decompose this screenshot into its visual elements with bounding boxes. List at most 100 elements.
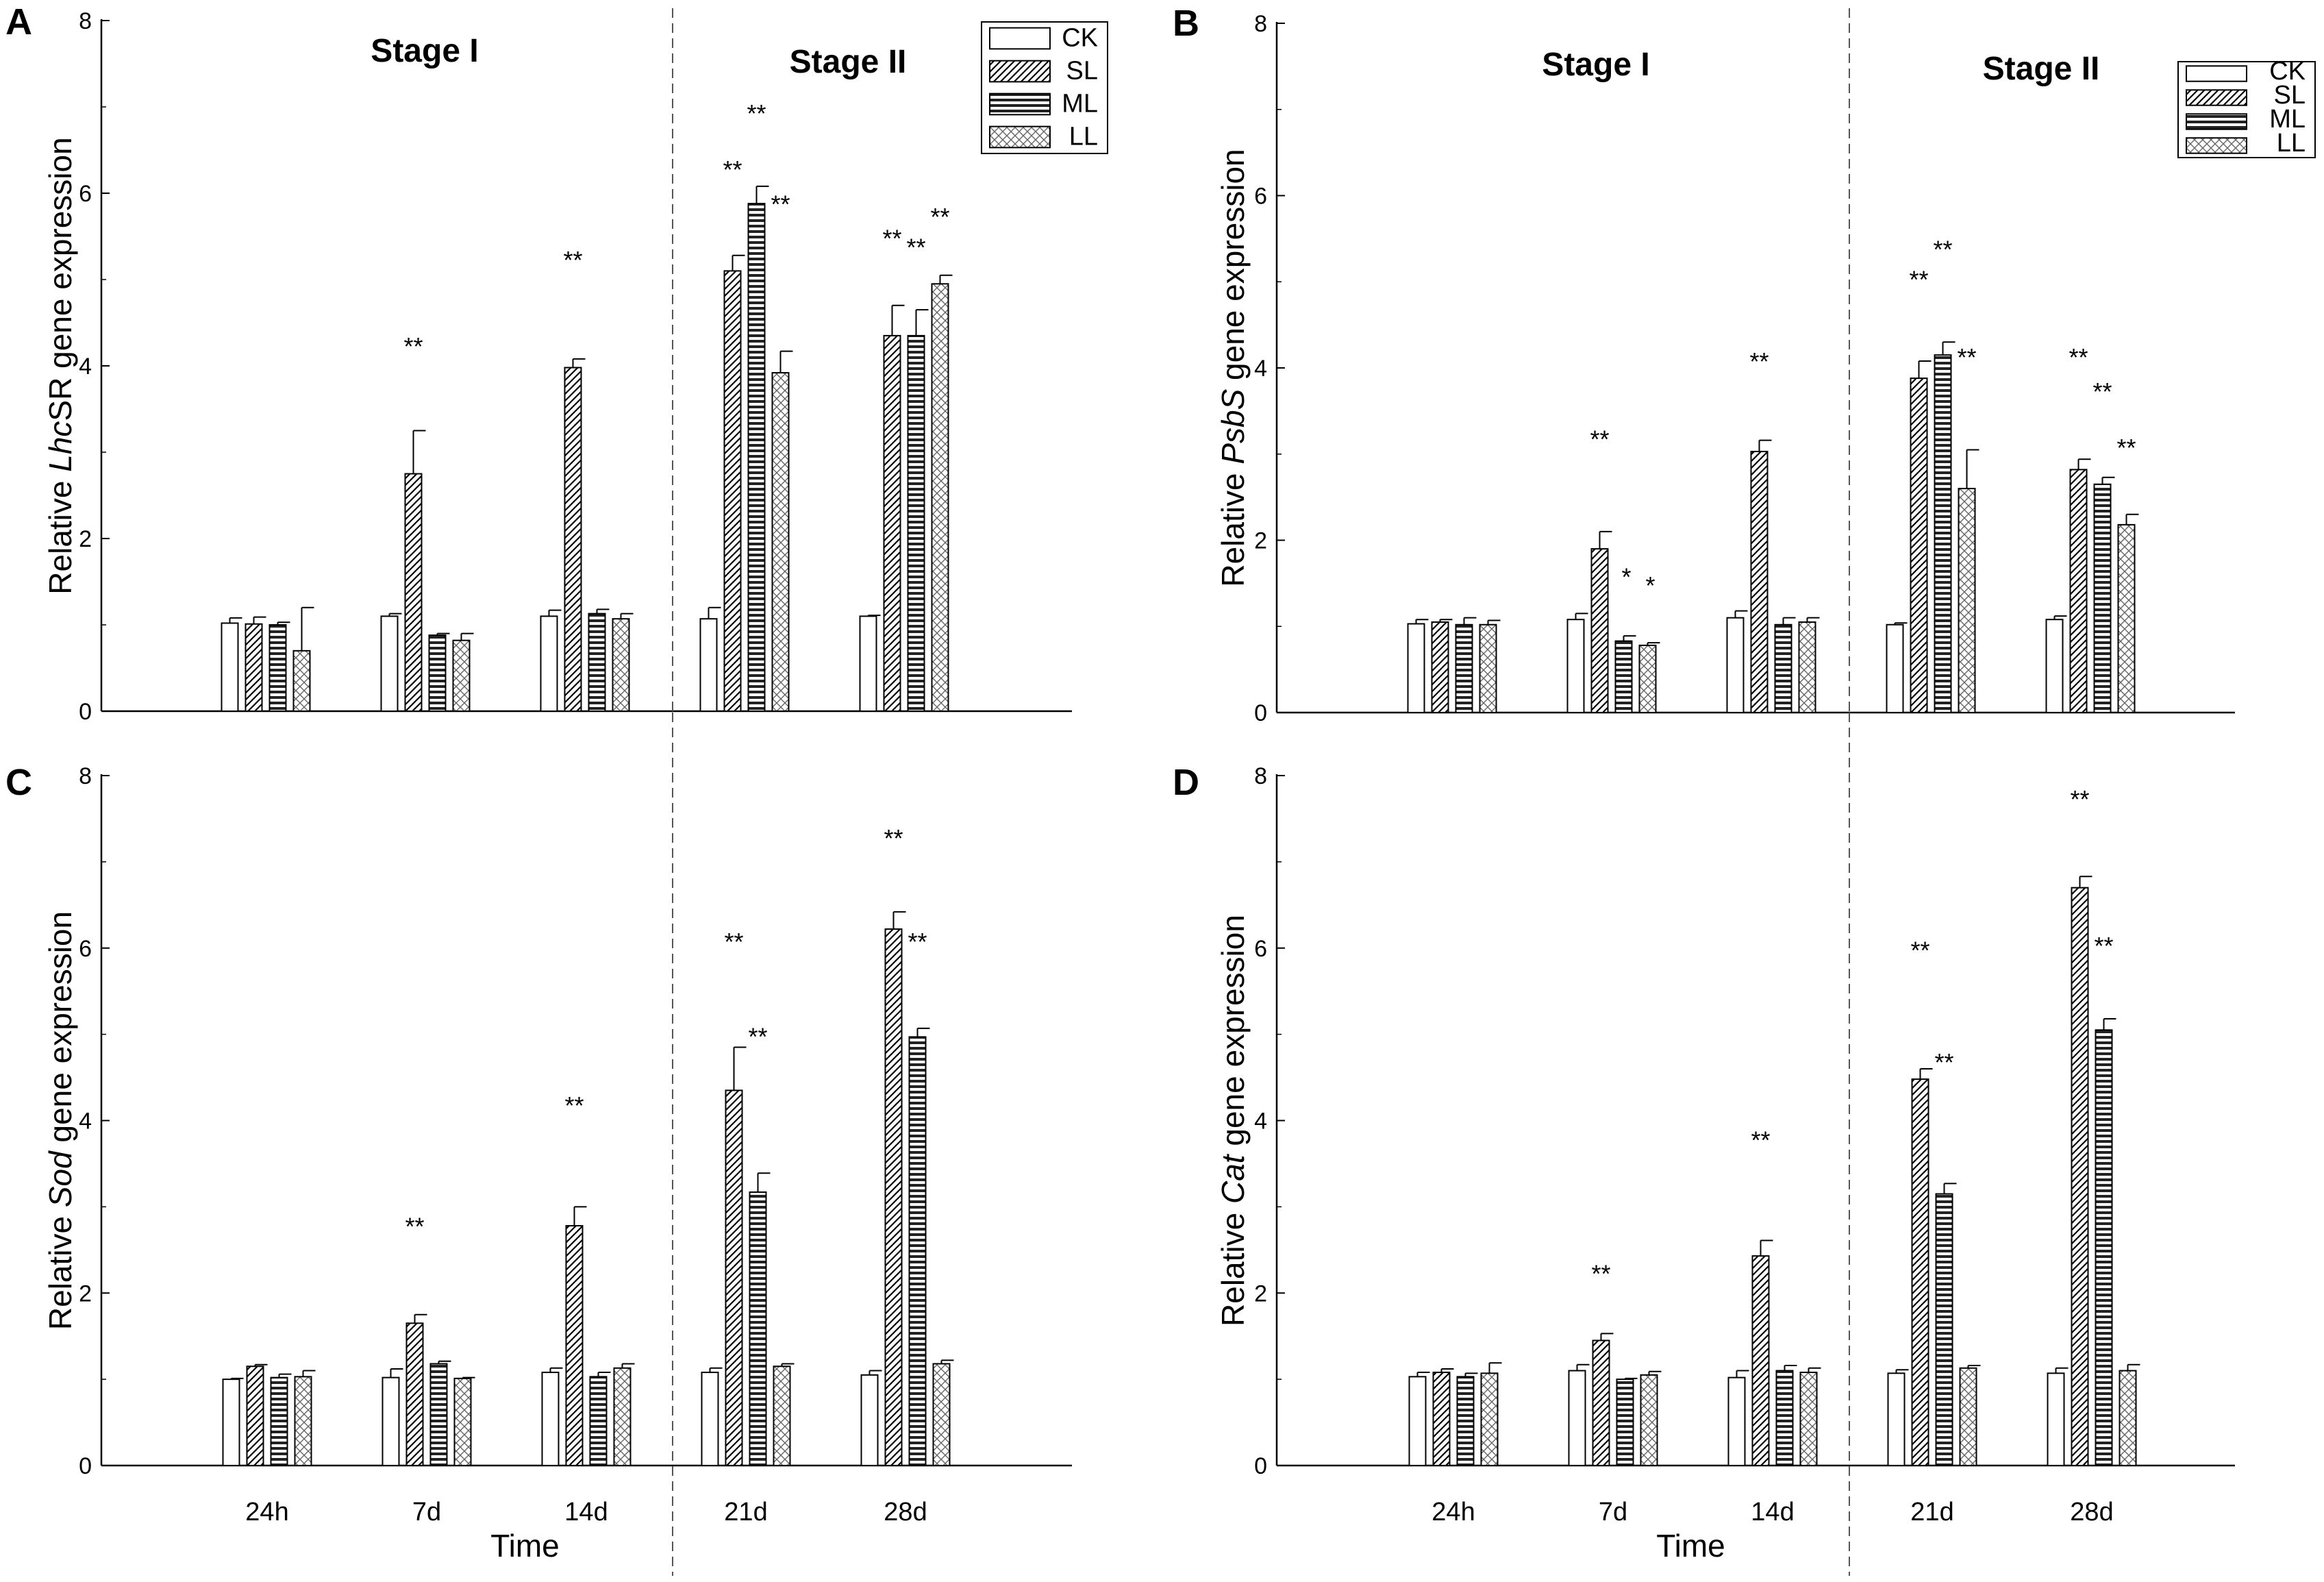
significance-marker: ** [1751, 1126, 1770, 1154]
bar-ll [1959, 1367, 1977, 1466]
bar-sl [246, 1365, 264, 1467]
bar-ml [589, 1376, 608, 1466]
x-tick-label: 21d [724, 1498, 767, 1527]
stage-label-2: Stage II [1983, 51, 2100, 87]
legend-label-ll: LL [2277, 129, 2306, 158]
bar-ll [613, 1367, 632, 1466]
significance-marker: ** [2069, 343, 2088, 371]
bar-sl [1431, 621, 1449, 714]
bar-ck [1726, 617, 1745, 713]
bar-ll [452, 639, 471, 712]
legend-label-sl: SL [1066, 57, 1098, 86]
bar-ml [747, 203, 766, 712]
bar-ll [1958, 488, 1976, 713]
bar-sl [884, 928, 903, 1466]
significance-marker: ** [2094, 932, 2113, 960]
stage-label-1: Stage I [1542, 47, 1649, 83]
panel-letter: C [5, 762, 32, 803]
y-axis-label-gene: Lhc [42, 421, 78, 472]
y-tick-label: 8 [79, 8, 92, 34]
y-axis-label: Relative LhcSR gene expression [42, 137, 78, 594]
y-axis-label-gene: PsbS [1215, 388, 1251, 464]
bar-ck [2045, 619, 2064, 713]
bar-ck [699, 618, 718, 712]
bar-ml [1616, 1379, 1634, 1466]
bar-ll [2119, 1370, 2137, 1466]
bar-ml [1774, 623, 1792, 713]
x-tick-label: 28d [884, 1498, 927, 1527]
bar-ll [1479, 623, 1497, 713]
bar-ml [908, 1036, 927, 1466]
bar-ml [1775, 1370, 1794, 1466]
bar-ck [859, 615, 877, 713]
x-tick-label: 28d [2070, 1498, 2113, 1527]
significance-marker: ** [1749, 347, 1769, 375]
bar-sl [1911, 1078, 1929, 1466]
bar-ck [701, 1372, 719, 1467]
bar-ll [1798, 621, 1816, 714]
bar-sl [405, 1322, 424, 1467]
stage-label-1: Stage I [371, 33, 478, 69]
legend-label-ml: ML [2269, 105, 2306, 134]
bar-ml [1455, 623, 1473, 713]
significance-marker: ** [884, 824, 903, 852]
panel-letter: A [5, 1, 32, 42]
y-axis-label: Relative PsbS gene expression [1215, 149, 1251, 586]
bar-ll [2117, 523, 2136, 713]
x-tick-label: 21d [1910, 1498, 1953, 1527]
bar-sl [725, 1089, 743, 1466]
bar-ll [1640, 1374, 1658, 1467]
bar-sl [2069, 469, 2088, 713]
bar-sl [404, 473, 423, 712]
bar-ll [612, 618, 630, 712]
x-axis-title: Time [1656, 1528, 1725, 1564]
stage-label-2: Stage II [790, 44, 907, 80]
bar-ml [428, 634, 447, 712]
bar-ck [1408, 1376, 1427, 1466]
y-tick-label: 4 [1254, 1109, 1267, 1135]
legend-label-ck: CK [2269, 57, 2306, 86]
significance-marker: ** [1934, 1048, 1953, 1076]
bar-ck [1566, 619, 1585, 713]
bar-ll [771, 372, 790, 713]
bar-ll [931, 283, 949, 712]
y-tick-label: 8 [1254, 763, 1267, 789]
y-axis-label-prefix: Relative [1215, 465, 1251, 587]
significance-marker: ** [908, 928, 927, 956]
y-tick-label: 4 [1254, 356, 1267, 382]
legend: CK SL ML LL [981, 21, 1108, 154]
bar-ml [429, 1363, 448, 1467]
significance-marker: ** [747, 99, 766, 127]
x-tick-label: 7d [412, 1498, 441, 1527]
y-tick-label: 6 [79, 936, 92, 962]
bar-ck [221, 622, 239, 712]
significance-marker: ** [1591, 1259, 1610, 1287]
significance-marker: ** [563, 246, 582, 274]
significance-marker: ** [930, 203, 949, 231]
y-tick-label: 6 [1254, 936, 1267, 962]
y-axis-label-prefix: Relative [42, 1207, 78, 1330]
y-axis-label-suffix: gene expression [42, 911, 78, 1151]
bar-ck [382, 1376, 400, 1467]
significance-marker: ** [771, 190, 790, 218]
significance-marker: ** [2092, 378, 2112, 406]
bar-ll [294, 1376, 312, 1466]
y-axis-label-suffix: gene expression [42, 137, 78, 377]
y-axis-label-gene: Cat [1215, 1153, 1251, 1204]
bar-sl [1910, 378, 1928, 714]
bar-ll [292, 650, 311, 712]
y-tick-label: 0 [79, 1453, 92, 1479]
bar-ck [1886, 623, 1904, 713]
significance-marker: ** [882, 225, 901, 253]
y-tick-label: 8 [79, 763, 92, 789]
y-axis-label-suffix: gene expression [1215, 149, 1251, 388]
significance-marker: ** [405, 1212, 424, 1240]
bar-ck [541, 1372, 560, 1467]
significance-marker: ** [723, 156, 742, 184]
legend-swatch-ll [989, 125, 1051, 149]
bar-ll [1480, 1372, 1499, 1466]
significance-marker: * [1621, 563, 1631, 591]
significance-marker: ** [564, 1091, 584, 1120]
significance-marker: ** [1909, 266, 1928, 294]
